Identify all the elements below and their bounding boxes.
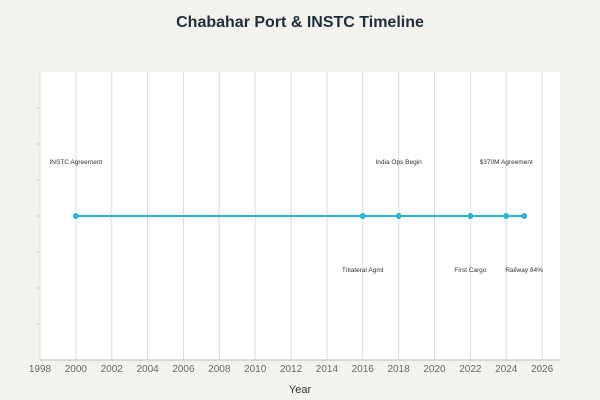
event-label: India Ops Begin — [375, 159, 422, 166]
event-marker — [359, 213, 366, 219]
x-tick-label: 2008 — [208, 364, 231, 375]
y-tick-marks — [36, 107, 40, 325]
x-tick-label: 2026 — [531, 364, 554, 375]
event-label: INSTC Agreement — [49, 159, 102, 166]
x-tick-label: 1998 — [29, 364, 52, 375]
x-tick-label: 2024 — [495, 364, 518, 375]
event-label: First Cargo — [454, 267, 487, 274]
event-label: Trilateral Agmt — [342, 267, 384, 274]
timeline-series — [72, 213, 528, 219]
x-tick-label: 2002 — [101, 364, 124, 375]
chart-title: Chabahar Port & INSTC Timeline — [176, 14, 424, 31]
event-marker — [503, 213, 510, 219]
x-tick-label: 2004 — [136, 364, 159, 375]
x-tick-label: 2010 — [244, 364, 267, 375]
x-tick-label: 2014 — [316, 364, 339, 375]
x-tick-label: 2016 — [352, 364, 375, 375]
event-marker — [72, 213, 79, 219]
x-tick-label: 2020 — [423, 364, 446, 375]
event-marker — [467, 213, 474, 219]
event-labels: INSTC Agreement Trilateral Agmt India Ops … — [49, 159, 543, 274]
event-label: $370M Agreement — [480, 159, 533, 166]
x-tick-label: 2018 — [387, 364, 410, 375]
x-tick-label: 2022 — [459, 364, 482, 375]
event-marker — [395, 213, 402, 219]
x-tick-label: 2000 — [65, 364, 88, 375]
x-axis-title: Year — [289, 384, 312, 396]
event-marker — [521, 213, 528, 219]
x-tick-labels: 1998 2000 2002 2004 2006 2008 2010 2012 2014 2016… — [29, 364, 554, 375]
x-tick-label: 2006 — [172, 364, 195, 375]
x-tick-label: 2012 — [280, 364, 303, 375]
event-label: Railway 84% — [505, 267, 543, 274]
